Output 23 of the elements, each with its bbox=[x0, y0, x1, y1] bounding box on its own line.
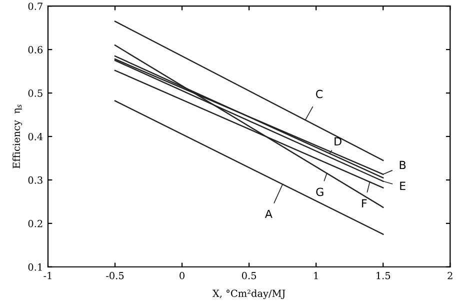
y-tick-label: 0.1 bbox=[28, 263, 42, 271]
x-tick-label: -0.5 bbox=[106, 272, 124, 280]
x-tick-label: 1.5 bbox=[376, 272, 390, 280]
annotation: A bbox=[264, 210, 272, 218]
x-tick-label: 0 bbox=[180, 272, 184, 280]
annotation: D bbox=[334, 137, 342, 146]
x-axis-title: X, °Cm²day/MJ bbox=[212, 289, 286, 300]
annotation: E bbox=[400, 182, 406, 190]
x-tick-label: 1 bbox=[314, 272, 318, 280]
y-tick-label: 0.6 bbox=[28, 46, 43, 54]
annotation: G bbox=[316, 188, 324, 196]
y-axis-title: Efficiency η$_{s}$ bbox=[12, 104, 22, 168]
y-tick-label: 0.7 bbox=[28, 2, 42, 10]
annotation: B bbox=[400, 160, 406, 170]
y-tick-label: 0.4 bbox=[28, 132, 43, 140]
annotation: F bbox=[362, 199, 367, 208]
x-tick-label: -1 bbox=[44, 272, 52, 280]
y-tick-label: 0.2 bbox=[28, 220, 42, 228]
y-tick-label: 0.5 bbox=[28, 90, 42, 97]
y-tick-label: 0.3 bbox=[28, 176, 42, 184]
x-tick-label: 0.5 bbox=[242, 272, 256, 280]
x-tick-label: 2 bbox=[448, 272, 452, 280]
annotation: C bbox=[316, 90, 323, 98]
